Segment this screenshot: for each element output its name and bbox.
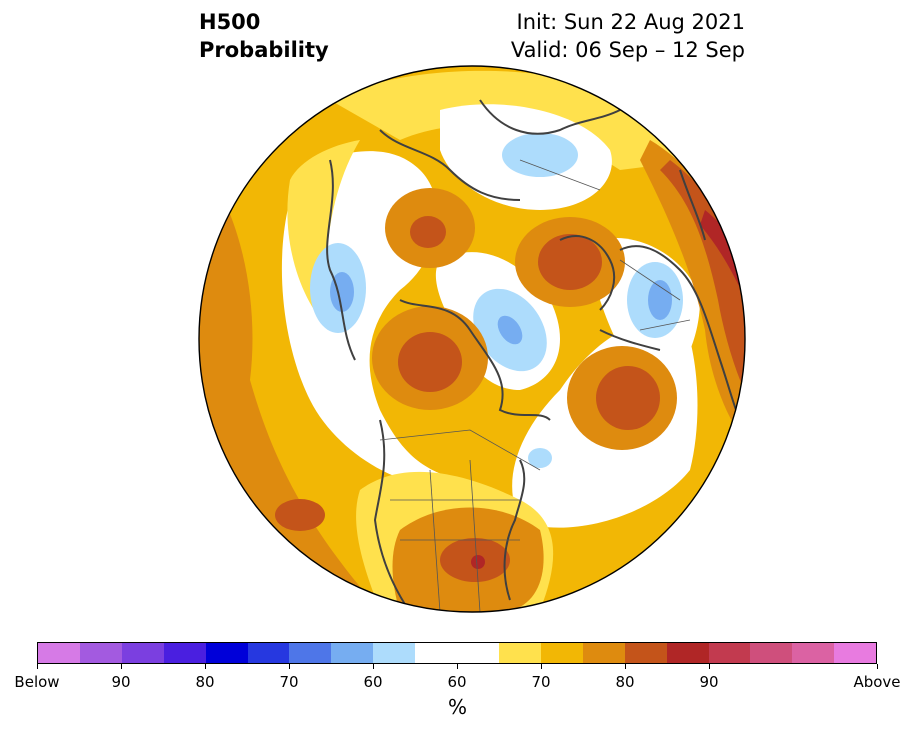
colorbar-tick [456, 664, 458, 669]
colorbar-tick [876, 664, 878, 669]
field-east-red [700, 210, 745, 330]
colorbar-tick-label: 70 [279, 673, 299, 691]
colorbar-segment [540, 643, 583, 663]
field-us-red [471, 555, 485, 569]
political-borders [379, 159, 691, 612]
colorbar [37, 642, 877, 664]
colorbar-segment [457, 643, 499, 663]
colorbar-segment [708, 643, 751, 663]
field-blue-europe-core [648, 280, 672, 320]
valid-range: Valid: 06 Sep – 12 Sep [510, 38, 745, 62]
polar-map [198, 65, 746, 613]
colorbar-segment [582, 643, 625, 663]
colorbar-segment [205, 643, 248, 663]
colorbar-segment [163, 643, 206, 663]
colorbar-tick [540, 664, 542, 669]
colorbar-segment [289, 643, 332, 663]
field-canada-max [398, 332, 462, 392]
colorbar-ticks [36, 664, 878, 670]
colorbar-tick [372, 664, 374, 669]
colorbar-segment [121, 643, 164, 663]
colorbar-tick-label: Above [853, 673, 901, 691]
colorbar-tick [624, 664, 626, 669]
field-russia-max [410, 216, 446, 248]
colorbar-segment [666, 643, 709, 663]
colorbar-unit: % [447, 695, 467, 719]
colorbar-tick [120, 664, 122, 669]
init-date: Init: Sun 22 Aug 2021 [516, 10, 745, 34]
field-yellow-west [287, 140, 360, 330]
title-block-left: H500 Probability [199, 8, 329, 64]
colorbar-tick [204, 664, 206, 669]
probability-field [199, 66, 745, 612]
colorbar-segment [331, 643, 374, 663]
field-atlantic-max [596, 366, 660, 430]
colorbar-segment [624, 643, 667, 663]
colorbar-segment [415, 643, 458, 663]
field-pacific-max [275, 499, 325, 531]
product-title: Probability [199, 38, 329, 62]
field-scand-max [538, 234, 602, 290]
colorbar-segment [792, 643, 835, 663]
title-block-right: Init: Sun 22 Aug 2021 Valid: 06 Sep – 12… [511, 8, 745, 64]
colorbar-tick-label: 90 [699, 673, 719, 691]
field-blue-newfoundland [528, 448, 552, 468]
colorbar-tick-label: 70 [531, 673, 551, 691]
colorbar-segment [247, 643, 290, 663]
coastlines [326, 99, 741, 612]
map-boundary [198, 65, 746, 613]
colorbar-tick-label: 60 [447, 673, 467, 691]
colorbar-segment [834, 643, 877, 663]
colorbar-segment [498, 643, 541, 663]
colorbar-segment [38, 643, 80, 663]
colorbar-tick [708, 664, 710, 669]
field-blue-north [502, 133, 578, 177]
field-blue-central-core [497, 315, 523, 345]
colorbar-tick [288, 664, 290, 669]
colorbar-segment [373, 643, 416, 663]
colorbar-tick-labels: Below 90 80 70 60 60 70 80 90 Above [14, 673, 900, 691]
colorbar-segment [750, 643, 793, 663]
colorbar-segment [79, 643, 122, 663]
colorbar-tick-label: 80 [615, 673, 635, 691]
colorbar-tick-label: 60 [363, 673, 383, 691]
colorbar-tick [36, 664, 38, 669]
variable-title: H500 [199, 10, 261, 34]
colorbar-tick-label: 90 [111, 673, 131, 691]
colorbar-tick-label: Below [14, 673, 60, 691]
colorbar-tick-label: 80 [195, 673, 215, 691]
field-east-rust [660, 160, 745, 420]
